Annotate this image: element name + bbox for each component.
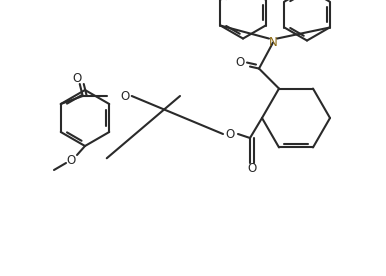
Text: O: O [235, 56, 245, 69]
Text: O: O [225, 128, 235, 140]
Text: O: O [72, 73, 81, 86]
Text: O: O [247, 161, 257, 174]
Text: O: O [120, 89, 129, 102]
Text: N: N [269, 36, 278, 49]
Text: O: O [66, 153, 76, 166]
